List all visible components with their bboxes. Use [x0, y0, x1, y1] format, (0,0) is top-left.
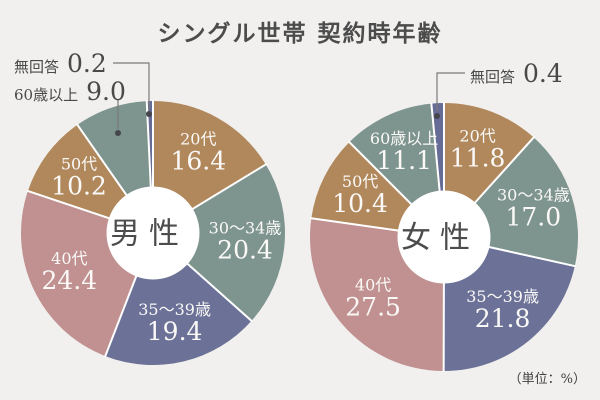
callout-label: 無回答: [14, 58, 60, 76]
donut-center-label: 男性: [110, 217, 188, 252]
slice-label: 20代 16.4: [170, 129, 226, 175]
leader-dot: [434, 113, 440, 119]
slice-label: 35〜39歳 21.8: [466, 287, 539, 333]
slice-label: 30〜34歳 17.0: [497, 185, 570, 231]
slice-label: 40代 24.4: [42, 249, 98, 295]
callout-label: 60歳以上: [14, 86, 79, 104]
donut-center-label: 女性: [401, 221, 479, 256]
callout-male-60plus: 60歳以上 9.0: [14, 77, 126, 106]
callout-value: 0.2: [67, 49, 107, 78]
slice-男性-30〜34歳: [153, 164, 285, 321]
slice-label: 40代 27.5: [345, 275, 401, 321]
leader-line: [436, 72, 465, 111]
slice-label: 50代 10.4: [332, 172, 388, 218]
unit-note: （単位：%）: [508, 372, 586, 387]
leader-line: [113, 62, 150, 109]
slice-label: 20代 11.8: [450, 126, 506, 172]
callout-value: 9.0: [86, 77, 126, 106]
callout-label: 無回答: [470, 68, 516, 86]
chart-title: シングル世帯 契約時年齢: [157, 20, 443, 47]
callout-female-no-answer: 無回答 0.4: [470, 59, 563, 88]
leader-dot: [115, 130, 121, 136]
slice-label: 50代 10.2: [51, 155, 107, 201]
slice-女性-35〜39歳: [443, 237, 575, 371]
callout-male-no-answer: 無回答 0.2: [14, 49, 107, 78]
donut-hole: [106, 186, 200, 280]
leader-dot: [146, 111, 152, 117]
callout-value: 0.4: [523, 59, 563, 88]
slice-label: 60歳以上 11.1: [370, 129, 438, 175]
slice-label: 35〜39歳 19.4: [138, 300, 211, 346]
slice-label: 30〜34歳 20.4: [209, 218, 282, 264]
donut-hole: [397, 190, 491, 284]
